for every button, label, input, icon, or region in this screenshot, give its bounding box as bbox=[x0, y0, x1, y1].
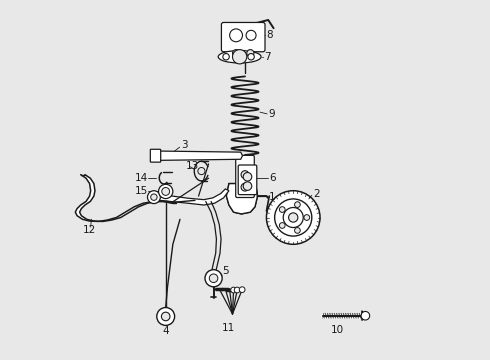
Circle shape bbox=[232, 50, 240, 57]
Circle shape bbox=[157, 307, 174, 325]
PathPatch shape bbox=[154, 189, 229, 205]
Text: 4: 4 bbox=[162, 326, 169, 336]
Circle shape bbox=[283, 207, 303, 228]
Text: 14: 14 bbox=[135, 173, 148, 183]
Circle shape bbox=[247, 50, 254, 57]
Circle shape bbox=[147, 191, 160, 203]
Circle shape bbox=[151, 194, 157, 201]
PathPatch shape bbox=[75, 175, 176, 221]
Circle shape bbox=[304, 215, 310, 220]
Circle shape bbox=[248, 54, 254, 60]
Text: 11: 11 bbox=[222, 323, 236, 333]
Circle shape bbox=[294, 228, 300, 233]
Text: 9: 9 bbox=[268, 109, 275, 119]
Text: 15: 15 bbox=[135, 186, 148, 197]
Circle shape bbox=[279, 222, 285, 228]
Circle shape bbox=[159, 184, 173, 199]
Text: 8: 8 bbox=[267, 30, 273, 40]
Circle shape bbox=[246, 30, 256, 40]
Circle shape bbox=[161, 312, 170, 321]
Text: 10: 10 bbox=[331, 325, 343, 335]
Ellipse shape bbox=[218, 50, 261, 63]
Polygon shape bbox=[226, 184, 258, 214]
Circle shape bbox=[232, 50, 247, 64]
Circle shape bbox=[239, 287, 245, 293]
Text: 1: 1 bbox=[270, 192, 276, 202]
FancyBboxPatch shape bbox=[221, 22, 265, 52]
Circle shape bbox=[279, 207, 285, 212]
Circle shape bbox=[162, 188, 170, 195]
Circle shape bbox=[289, 213, 298, 222]
Circle shape bbox=[243, 172, 252, 181]
FancyBboxPatch shape bbox=[236, 156, 254, 198]
Circle shape bbox=[243, 182, 252, 190]
Circle shape bbox=[198, 167, 205, 175]
Text: 6: 6 bbox=[269, 173, 275, 183]
FancyBboxPatch shape bbox=[238, 165, 257, 195]
Text: 7: 7 bbox=[264, 52, 270, 62]
Circle shape bbox=[230, 29, 243, 42]
FancyBboxPatch shape bbox=[150, 149, 161, 162]
Text: 5: 5 bbox=[222, 266, 229, 276]
Polygon shape bbox=[159, 151, 243, 160]
Circle shape bbox=[275, 199, 312, 236]
Text: 3: 3 bbox=[181, 140, 187, 150]
Text: 13: 13 bbox=[185, 161, 198, 171]
Circle shape bbox=[294, 202, 300, 207]
Circle shape bbox=[205, 270, 222, 287]
Circle shape bbox=[267, 191, 320, 244]
Circle shape bbox=[241, 183, 249, 191]
Circle shape bbox=[361, 311, 369, 320]
Circle shape bbox=[223, 54, 229, 60]
Circle shape bbox=[231, 287, 237, 293]
Circle shape bbox=[209, 274, 218, 283]
Circle shape bbox=[234, 287, 240, 293]
Circle shape bbox=[241, 171, 249, 179]
Text: 2: 2 bbox=[313, 189, 319, 199]
Text: 12: 12 bbox=[83, 225, 96, 235]
